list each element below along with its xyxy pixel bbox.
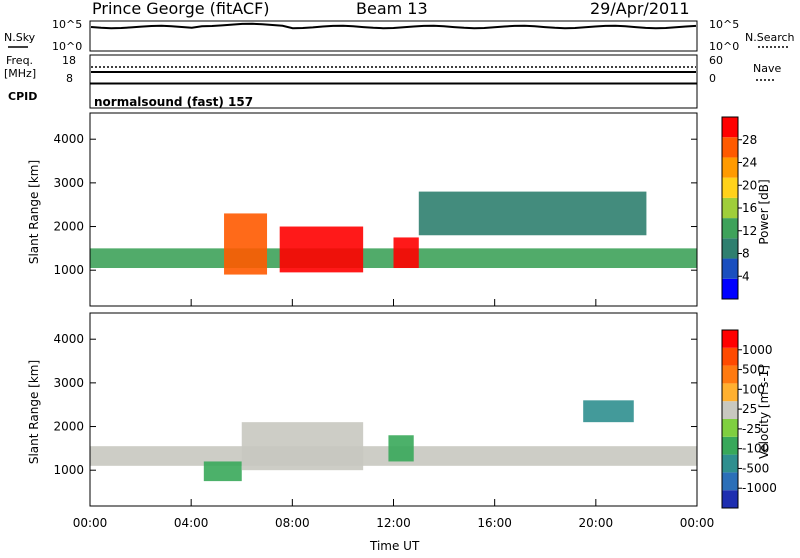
velocity-colorbar-swatch	[722, 436, 738, 455]
power-ytick-label: 3000	[53, 176, 84, 190]
cpid-label: CPID	[8, 90, 37, 103]
xtick-label: 00:00	[73, 516, 108, 530]
velocity-y-axis: 4000 3000 2000 1000	[53, 332, 697, 477]
nsky-frame	[89, 20, 698, 52]
power-ytick-label: 2000	[53, 220, 84, 234]
power-ytick-label: 1000	[53, 263, 84, 277]
velocity-echo-region-3	[388, 435, 414, 462]
date-title: 29/Apr/2011	[590, 0, 690, 18]
velocity-colorbar-swatch	[722, 347, 738, 366]
velocity-colorbar-title: Velocity [m s-1]	[757, 365, 771, 459]
beam-title: Beam 13	[356, 0, 428, 18]
xtick-label: 04:00	[174, 516, 209, 530]
cpid-value: normalsound (fast) 157	[94, 95, 253, 109]
velocity-ytick-label: 2000	[53, 420, 84, 434]
power-colorbar-label: 28	[742, 133, 757, 147]
power-colorbar-label: 16	[742, 201, 757, 215]
power-colorbar-label: 8	[742, 247, 750, 261]
velocity-data-layer	[90, 400, 697, 482]
power-y-axis: 4000 3000 2000 1000	[53, 132, 697, 277]
power-ytick-label: 4000	[53, 132, 84, 146]
power-colorbar-swatch	[722, 117, 738, 138]
velocity-colorbar-label: 100	[742, 382, 765, 396]
power-colorbar-label: 24	[742, 156, 757, 170]
velocity-colorbar-label: -1000	[742, 481, 777, 495]
freq-unit-label: [MHz]	[4, 67, 36, 80]
velocity-ytick-label: 3000	[53, 376, 84, 390]
power-colorbar-title: Power [dB]	[757, 179, 771, 244]
power-colorbar-swatch	[722, 218, 738, 239]
velocity-colorbar-swatch	[722, 383, 738, 402]
nsky-tick-bottom: 10^0	[52, 40, 82, 53]
velocity-colorbar: 1000 500 100 25 -25 -100 -500 -1000	[721, 329, 777, 509]
freq-tick-bottom: 8	[66, 72, 73, 85]
nsearch-tick-top: 10^5	[709, 18, 739, 31]
nsky-trace	[90, 22, 697, 30]
xtick-label: 16:00	[477, 516, 512, 530]
power-colorbar-label: 20	[742, 178, 757, 192]
velocity-ytick-label: 4000	[53, 332, 84, 346]
nave-tick-bottom: 0	[709, 72, 716, 85]
xtick-label: 20:00	[579, 516, 614, 530]
velocity-colorbar-swatch	[722, 419, 738, 437]
station-title: Prince George (fitACF)	[92, 0, 270, 18]
time-axis: 00:00 04:00 08:00 12:00 16:00 20:00 00:00	[73, 299, 715, 530]
velocity-colorbar-swatch	[722, 472, 738, 491]
time-axis-label: Time UT	[369, 539, 420, 553]
power-colorbar-swatch	[722, 258, 738, 279]
nsky-tick-top: 10^5	[52, 18, 82, 31]
xtick-label: 08:00	[275, 516, 310, 530]
power-colorbar-swatch	[722, 137, 738, 158]
velocity-colorbar-label: -100	[742, 442, 769, 456]
velocity-colorbar-label: -25	[742, 422, 762, 436]
velocity-echo-region-1	[203, 461, 242, 482]
power-colorbar: 28 24 20 16 12 8 4	[721, 116, 757, 300]
power-colorbar-swatch	[722, 157, 738, 178]
velocity-colorbar-swatch	[722, 490, 738, 508]
freq-label: Freq.	[6, 54, 33, 67]
nsky-label: N.Sky	[4, 31, 36, 44]
power-echo-region-3	[393, 237, 419, 269]
freq-panel: Freq. [MHz] 18 8 60 0 Nave	[4, 54, 781, 85]
velocity-colorbar-swatch	[722, 330, 738, 348]
velocity-echo-region-4	[583, 400, 634, 423]
power-echo-region-4	[418, 191, 647, 236]
power-colorbar-swatch	[722, 278, 738, 299]
velocity-echo-region-2	[241, 422, 364, 471]
velocity-ytick-label: 1000	[53, 463, 84, 477]
power-colorbar-swatch	[722, 197, 738, 219]
velocity-colorbar-swatch	[722, 401, 738, 419]
power-panel: 4000 3000 2000 1000 Slant Range [km]	[27, 112, 698, 307]
power-colorbar-swatch	[722, 238, 738, 259]
power-echo-region-2	[279, 226, 364, 273]
power-colorbar-label: 4	[742, 269, 750, 283]
velocity-colorbar-swatch	[722, 454, 738, 473]
velocity-colorbar-label: -500	[742, 461, 769, 475]
xtick-label: 00:00	[680, 516, 715, 530]
velocity-panel: 4000 3000 2000 1000 Slant Range [km]	[27, 312, 698, 507]
nsearch-label: N.Search	[745, 31, 795, 44]
nave-label: Nave	[753, 62, 781, 75]
velocity-colorbar-swatch	[722, 365, 738, 384]
velocity-colorbar-label: 500	[742, 363, 765, 377]
velocity-ylabel: Slant Range [km]	[27, 360, 41, 464]
power-ylabel: Slant Range [km]	[27, 160, 41, 264]
velocity-colorbar-label: 25	[742, 402, 757, 416]
xtick-label: 12:00	[376, 516, 411, 530]
nsky-panel: N.Sky 10^5 10^0 10^5 10^0 N.Search	[4, 18, 795, 53]
cpid-frame	[89, 83, 698, 109]
velocity-colorbar-frame	[721, 329, 739, 509]
power-colorbar-label: 12	[742, 224, 757, 238]
velocity-colorbar-label: 1000	[742, 343, 773, 357]
nave-tick-top: 60	[709, 54, 723, 67]
power-echo-region-1	[224, 213, 268, 275]
freq-frame	[89, 54, 698, 84]
freq-tick-top: 18	[62, 54, 76, 67]
power-colorbar-swatch	[722, 177, 738, 198]
nsearch-tick-bottom: 10^0	[709, 40, 739, 53]
power-data-layer	[90, 191, 697, 275]
